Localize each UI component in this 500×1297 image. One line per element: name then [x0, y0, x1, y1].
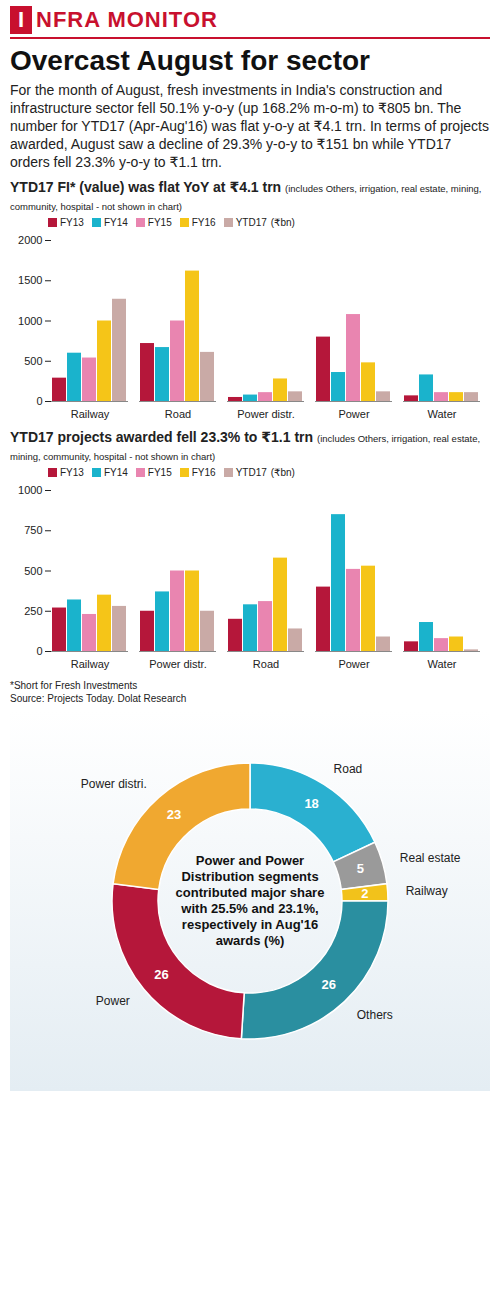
html-text:FY14: FY14 [103, 217, 128, 228]
svg-text:Railway: Railway [71, 408, 110, 420]
svg-text:Road: Road [253, 658, 279, 670]
svg-text:Railway: Railway [71, 658, 110, 670]
html-text:I: I [17, 7, 25, 32]
html-text:Overcast August for sector: Overcast August for sector [10, 45, 370, 76]
svg-text:0: 0 [36, 645, 42, 657]
svg-text:Others: Others [357, 1008, 393, 1022]
svg-text:Power distr.: Power distr. [237, 408, 294, 420]
svg-text:Real estate: Real estate [400, 851, 461, 865]
svg-text:500: 500 [24, 565, 42, 577]
html-text:FY13: FY13 [60, 467, 84, 478]
html-text:YTD17 FI* (value) was flat YoY: YTD17 FI* (value) was flat YoY at ₹4.1 t… [10, 179, 482, 212]
html-text:*Short for Fresh Investments: *Short for Fresh Investments [10, 680, 138, 691]
svg-text:Railway: Railway [406, 884, 448, 898]
svg-text:500: 500 [24, 355, 42, 367]
svg-text:0: 0 [36, 395, 42, 407]
html-text:FY15: FY15 [147, 217, 172, 228]
html-text:YTD17 (₹bn): YTD17 (₹bn) [235, 217, 295, 228]
html-text:NFRA MONITOR: NFRA MONITOR [36, 7, 218, 32]
html-text:FY16: FY16 [191, 217, 216, 228]
html-text:FY13: FY13 [60, 217, 84, 228]
svg-text:2000: 2000 [18, 234, 42, 246]
svg-text:Road: Road [165, 408, 191, 420]
svg-text:1500: 1500 [18, 274, 42, 286]
svg-text:1000: 1000 [18, 484, 42, 496]
html-text:FY14: FY14 [103, 467, 128, 478]
svg-text:26: 26 [321, 977, 335, 992]
svg-text:26: 26 [154, 967, 168, 982]
svg-text:2: 2 [361, 886, 368, 901]
svg-text:23: 23 [167, 807, 181, 822]
svg-text:Power: Power [338, 408, 370, 420]
svg-text:Water: Water [428, 408, 457, 420]
html-text:For the month of August, fresh: For the month of August, fresh investmen… [10, 82, 489, 170]
html-text:YTD17 projects awarded fell 23: YTD17 projects awarded fell 23.3% to ₹1.… [10, 429, 481, 462]
svg-text:Power distri.: Power distri. [81, 777, 147, 791]
svg-text:Water: Water [428, 658, 457, 670]
svg-text:Power: Power [338, 658, 370, 670]
svg-text:5: 5 [357, 861, 364, 876]
svg-text:1000: 1000 [18, 315, 42, 327]
html-text:FY15: FY15 [147, 467, 172, 478]
svg-text:Power: Power [96, 994, 130, 1008]
svg-text:Power distr.: Power distr. [149, 658, 206, 670]
html-text:Power and Power Distribution s: Power and Power Distribution segments co… [175, 853, 325, 948]
html-text:FY16: FY16 [191, 467, 216, 478]
html-text:Source: Projects Today. Dolat: Source: Projects Today. Dolat Research [10, 693, 187, 704]
svg-text:18: 18 [304, 796, 318, 811]
svg-text:Road: Road [334, 762, 363, 776]
svg-text:750: 750 [24, 524, 42, 536]
html-text:YTD17 (₹bn): YTD17 (₹bn) [235, 467, 295, 478]
svg-text:250: 250 [24, 605, 42, 617]
